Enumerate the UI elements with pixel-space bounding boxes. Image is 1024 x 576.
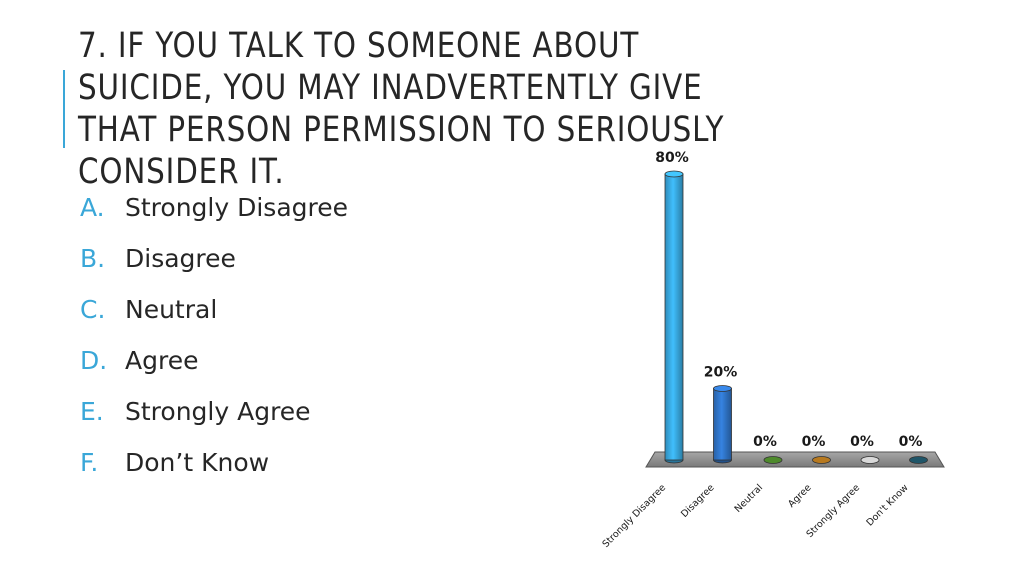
chart-category-label: Neutral <box>733 482 766 515</box>
chart-bar <box>812 456 831 464</box>
option-e: E. Strongly Agree <box>80 394 348 445</box>
chart-bar <box>664 170 684 464</box>
chart-floor <box>645 451 945 468</box>
answer-options-list: A. Strongly Disagree B. Disagree C. Neutral… <box>80 190 348 496</box>
option-text: Strongly Agree <box>125 397 311 426</box>
chart-value-label: 80% <box>655 150 689 166</box>
option-c: C. Neutral <box>80 292 348 343</box>
option-letter: D. <box>80 346 108 375</box>
chart-value-label: 0% <box>899 434 923 450</box>
option-letter: A. <box>80 193 105 222</box>
option-d: D. Agree <box>80 343 348 394</box>
option-text: Don’t Know <box>125 448 270 477</box>
chart-bar <box>860 456 880 464</box>
chart-value-label: 0% <box>802 434 826 450</box>
chart-value-label: 20% <box>704 365 738 381</box>
chart-category-label: Don't Know <box>864 482 910 528</box>
option-text: Disagree <box>125 244 236 273</box>
option-b: B. Disagree <box>80 241 348 292</box>
chart-bar <box>713 385 732 464</box>
chart-category-label: Strongly Disagree <box>600 482 668 550</box>
option-letter: B. <box>80 244 106 273</box>
option-text: Agree <box>125 346 199 375</box>
title-accent-line <box>63 70 65 148</box>
chart-bars <box>664 170 928 464</box>
chart-value-label: 0% <box>753 434 777 450</box>
chart-category-label: Strongly Agree <box>804 482 862 540</box>
chart-bar <box>763 456 783 464</box>
option-letter: E. <box>80 397 104 426</box>
option-a: A. Strongly Disagree <box>80 190 348 241</box>
chart-bar <box>909 456 928 464</box>
option-letter: C. <box>80 295 106 324</box>
chart-category-labels: Strongly Disagree Disagree Neutral AgreeStr… <box>600 482 910 550</box>
option-letter: F. <box>80 448 99 477</box>
chart-value-label: 0% <box>850 434 874 450</box>
chart-category-label: Disagree <box>679 482 717 520</box>
option-f: F. Don’t Know <box>80 445 348 496</box>
option-text: Neutral <box>125 295 218 324</box>
chart-category-label: Agree <box>786 482 814 510</box>
slide-title: 7. If you talk to someone about suicide,… <box>78 26 725 192</box>
chart-value-labels: 80% 20% 0% 0% 0% 0% <box>655 150 922 450</box>
option-text: Strongly Disagree <box>125 193 348 222</box>
